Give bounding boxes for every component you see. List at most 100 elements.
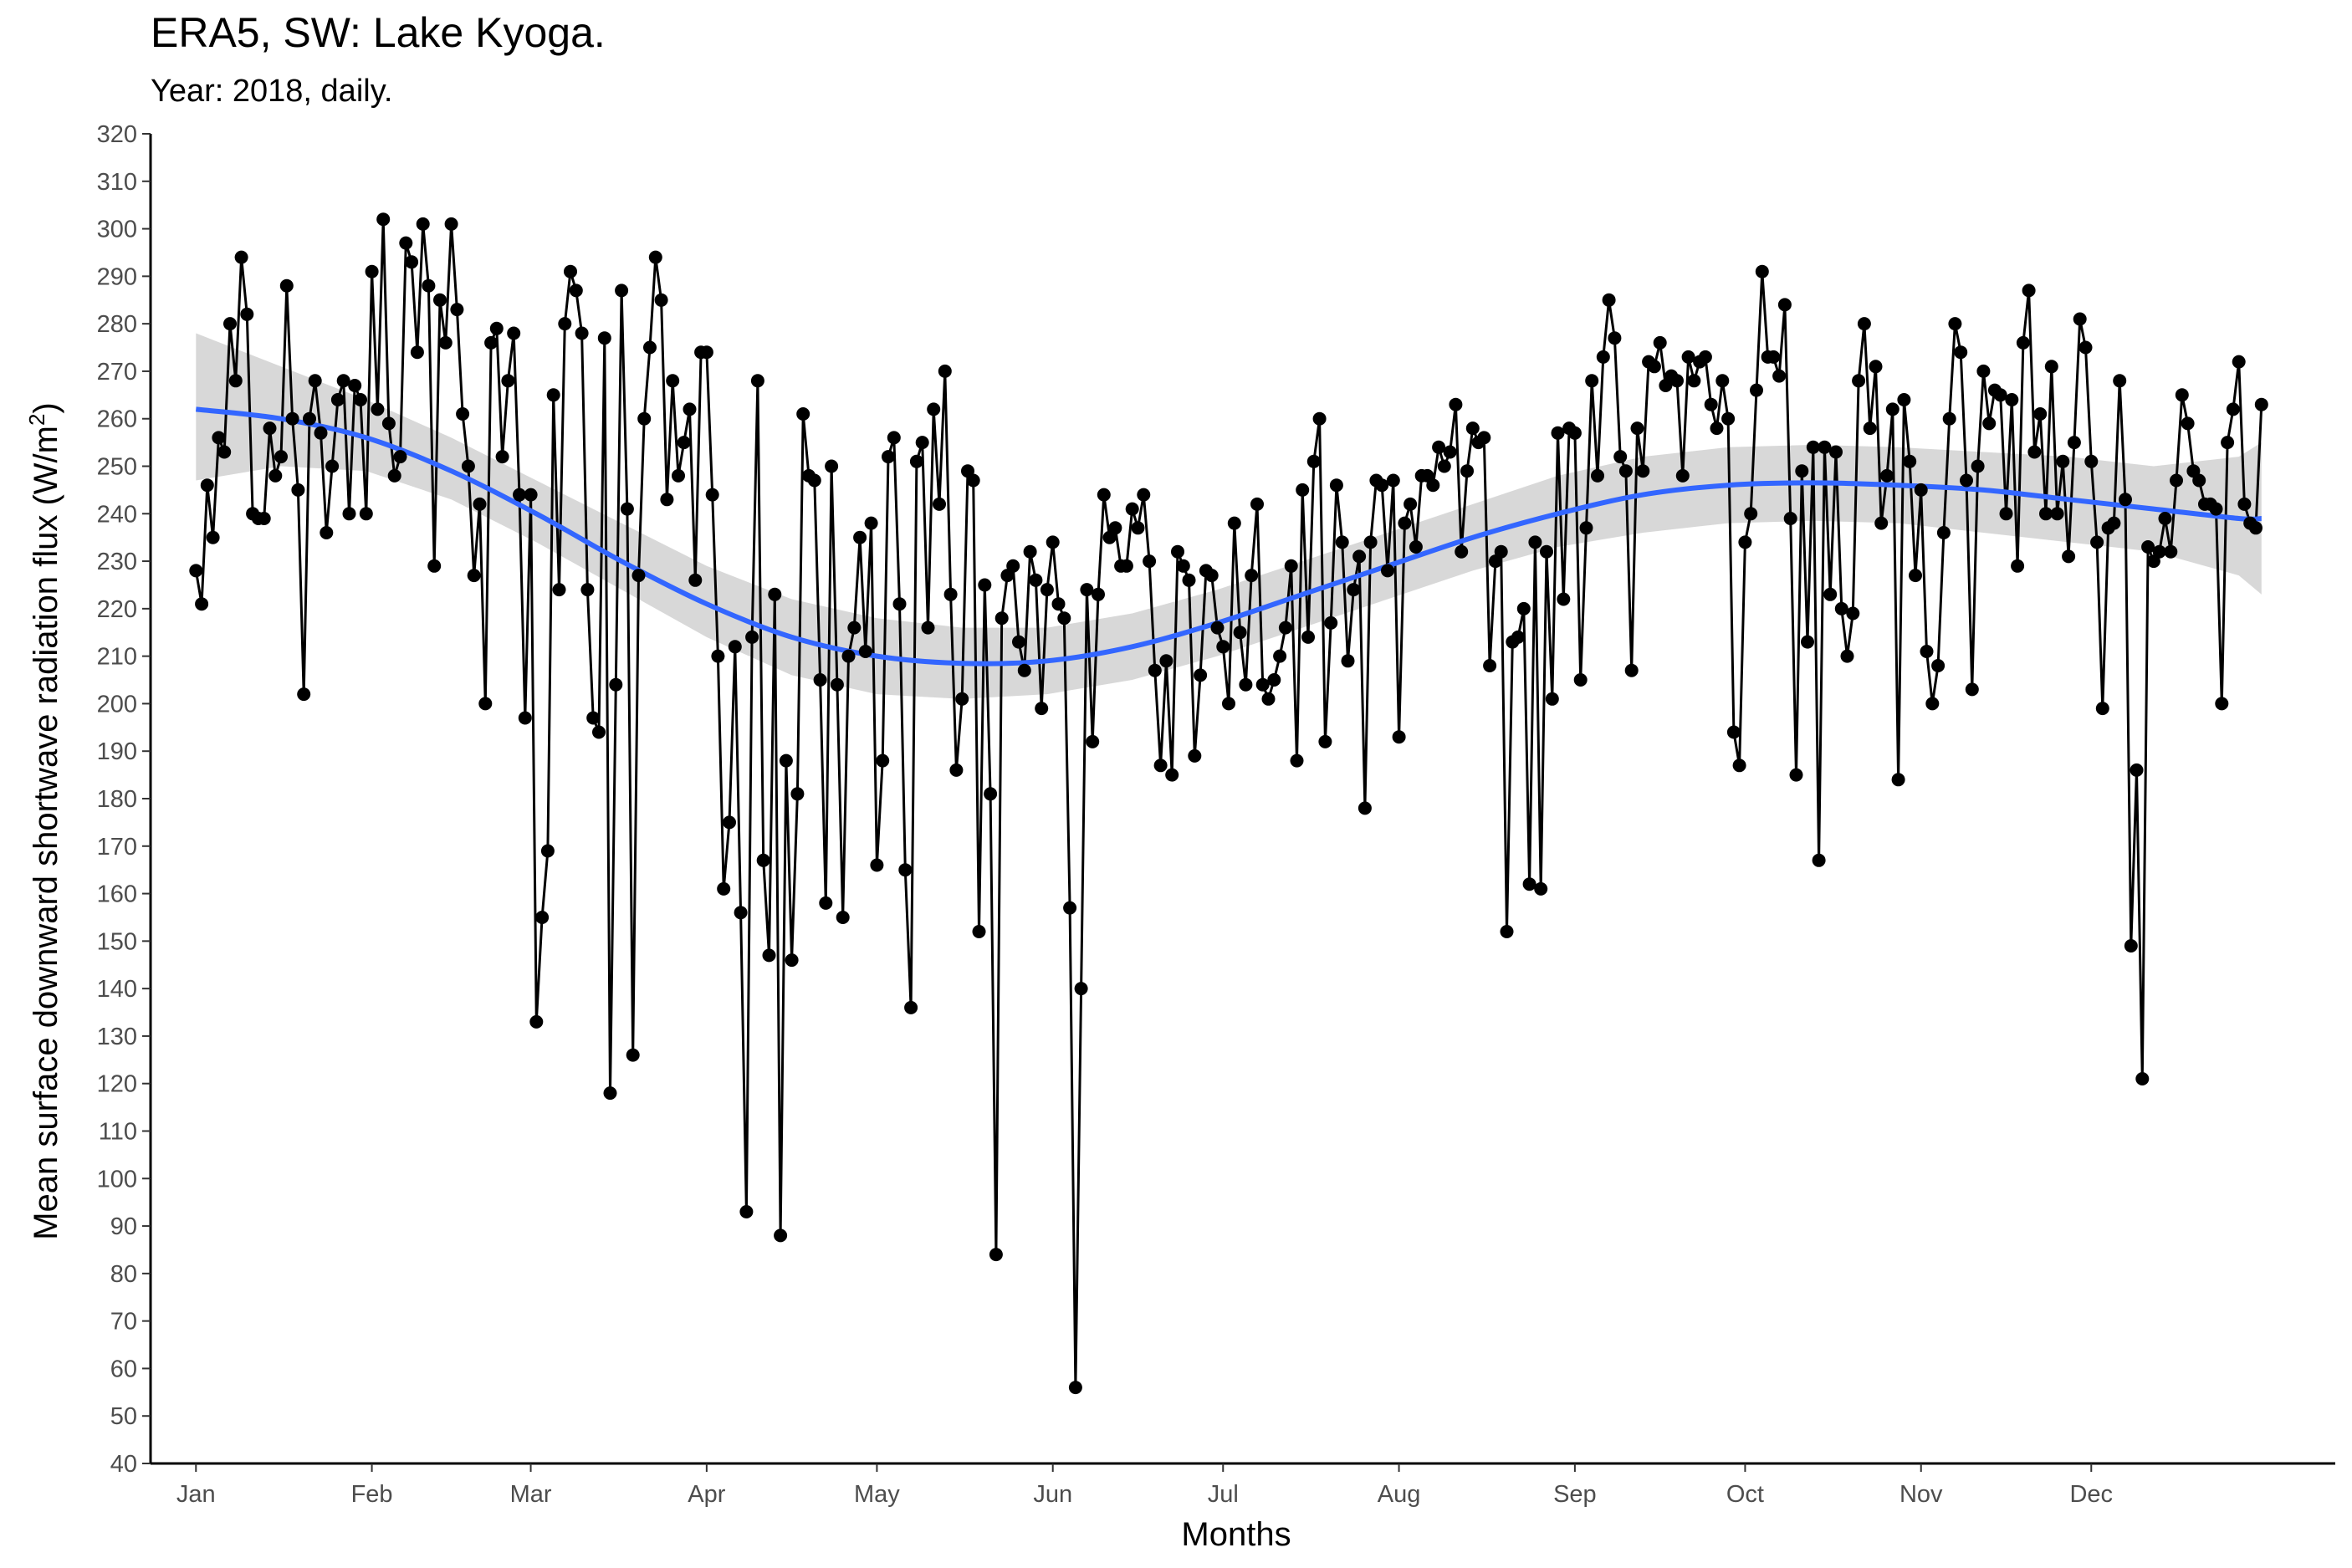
data-point <box>927 402 941 416</box>
data-point <box>1993 388 2007 402</box>
data-point <box>2164 544 2178 559</box>
data-point <box>1596 350 1610 364</box>
data-point <box>1965 682 1979 697</box>
data-point <box>1698 350 1712 364</box>
data-point <box>1051 597 1066 611</box>
data-point <box>473 497 487 511</box>
y-tick-label: 110 <box>99 1119 137 1146</box>
data-point <box>2232 355 2246 369</box>
y-axis-title-close: ) <box>28 402 64 413</box>
data-point <box>1551 426 1565 440</box>
data-point <box>303 411 316 426</box>
y-tick-label: 280 <box>97 311 137 338</box>
data-point <box>1477 431 1491 445</box>
data-point <box>438 335 453 350</box>
data-point <box>1818 440 1832 454</box>
data-point <box>774 1228 788 1243</box>
data-point <box>978 578 992 592</box>
data-point <box>677 436 691 450</box>
data-point <box>1755 264 1769 278</box>
data-point <box>1432 440 1446 454</box>
data-point <box>597 331 611 345</box>
data-point <box>1176 559 1190 573</box>
data-point <box>830 677 844 692</box>
data-point <box>2005 393 2019 406</box>
data-point <box>785 953 799 968</box>
data-point <box>1239 677 1253 692</box>
data-line-layer <box>194 217 2263 1389</box>
data-point <box>909 454 923 468</box>
data-point <box>972 925 986 938</box>
data-point <box>1920 645 1934 658</box>
data-point <box>1375 478 1389 493</box>
x-tick-label-aug: Aug <box>1378 1481 1421 1508</box>
y-tick-label: 130 <box>97 1024 137 1050</box>
data-point <box>1063 901 1077 915</box>
y-tick-label: 310 <box>97 169 137 196</box>
data-point <box>654 293 668 307</box>
data-point <box>1404 497 1418 511</box>
data-point <box>705 488 719 502</box>
data-point <box>2073 312 2087 326</box>
data-point <box>620 502 634 516</box>
data-point <box>2130 763 2144 777</box>
data-point <box>1194 668 1208 682</box>
data-point <box>955 692 969 706</box>
data-point <box>882 450 895 464</box>
data-point <box>1557 592 1571 606</box>
data-point <box>320 526 334 539</box>
data-point <box>354 393 367 406</box>
data-point <box>615 283 629 298</box>
y-tick-label: 100 <box>97 1166 137 1193</box>
data-point <box>739 1205 754 1218</box>
data-point <box>666 374 680 388</box>
data-point <box>1710 421 1724 436</box>
data-point <box>450 303 464 317</box>
data-point <box>484 335 499 350</box>
y-tick-label: 40 <box>110 1451 137 1478</box>
data-point <box>297 687 311 702</box>
data-point <box>1675 468 1690 483</box>
data-point <box>688 573 703 587</box>
data-point <box>853 530 867 544</box>
y-tick-label: 190 <box>97 738 137 765</box>
data-point <box>1516 601 1531 615</box>
data-point <box>285 411 299 426</box>
x-tick-label-jun: Jun <box>1033 1481 1072 1508</box>
data-point <box>2221 436 2235 450</box>
daily-series-line <box>194 217 2263 1389</box>
data-point <box>717 881 731 896</box>
data-point <box>558 317 572 331</box>
data-point <box>330 393 345 406</box>
data-point <box>1772 369 1787 383</box>
y-axis-title: Mean surface downward shortwave radiatio… <box>24 402 64 1240</box>
data-point <box>444 217 458 231</box>
data-point <box>1465 421 1480 436</box>
data-point <box>1738 535 1752 549</box>
data-point <box>1204 569 1219 583</box>
data-point <box>1040 583 1054 597</box>
data-point <box>217 445 232 459</box>
data-point <box>575 326 589 340</box>
data-point <box>966 473 980 488</box>
data-point <box>263 421 277 436</box>
data-point <box>762 948 776 963</box>
smooth-line-layer <box>195 406 2262 667</box>
data-point <box>1636 464 1650 478</box>
data-point <box>1863 421 1877 436</box>
smooth-trend-line <box>195 406 2262 667</box>
data-point <box>723 815 736 830</box>
data-point <box>2107 516 2121 530</box>
data-point <box>291 483 305 497</box>
y-tick-label: 260 <box>97 406 137 433</box>
data-point <box>433 293 447 307</box>
y-tick-label: 290 <box>97 263 137 290</box>
data-point <box>1630 421 1644 436</box>
data-point <box>734 906 748 920</box>
data-point <box>422 278 436 293</box>
data-point <box>2249 521 2263 535</box>
y-tick-label: 250 <box>97 454 137 481</box>
data-point <box>1443 445 1457 459</box>
x-tick-label-sep: Sep <box>1553 1481 1597 1508</box>
data-point <box>495 450 509 464</box>
